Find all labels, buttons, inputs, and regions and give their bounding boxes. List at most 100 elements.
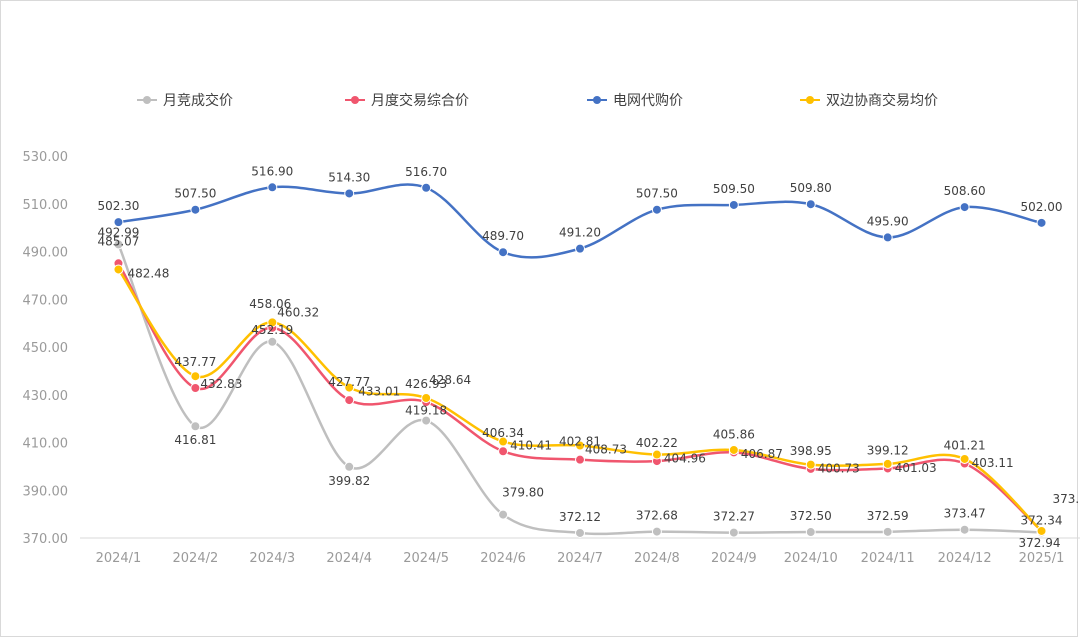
data-point-series-3 [959,202,970,213]
series-line-1 [117,243,1042,536]
data-point-series-3 [651,204,662,215]
data-label-series-2: 398.95 [790,444,832,458]
x-tick-label: 2025/1 [1019,551,1065,566]
legend-label-series-1: 月竞成交价 [163,93,233,109]
data-label-series-2: 427.77 [328,375,370,389]
data-point-series-1 [190,421,201,432]
legend-item-series-2[interactable]: 月度交易综合价 [345,88,469,112]
data-label-series-2: 406.34 [482,426,524,440]
data-label-series-4: 372.94 [1019,536,1061,550]
x-tick-label: 2024/6 [480,551,526,566]
x-tick-label: 2024/11 [861,551,915,566]
data-label-series-4: 400.73 [818,462,860,476]
data-point-series-1 [498,509,509,520]
data-label-series-4: 433.01 [358,385,400,399]
data-point-series-4 [421,392,432,403]
y-tick-label: 490.00 [23,246,69,261]
data-point-series-4 [651,449,662,460]
data-point-series-4 [805,459,816,470]
data-label-series-2: 401.21 [944,438,986,452]
data-label-series-4: 460.32 [277,305,319,319]
data-point-series-3 [190,204,201,215]
data-label-series-4: 410.41 [510,439,552,453]
legend-swatch-series-4 [800,94,820,106]
data-point-series-3 [421,182,432,193]
y-tick-label: 390.00 [23,484,69,499]
data-point-series-1 [882,526,893,537]
data-point-series-3 [805,199,816,210]
data-point-series-3 [728,199,739,210]
data-label-series-2: 405.86 [713,427,755,441]
data-label-series-2: 402.81 [559,435,601,449]
data-point-series-4 [344,382,355,393]
legend-item-series-3[interactable]: 电网代购价 [587,88,683,112]
data-point-series-4 [728,444,739,455]
legend-swatch-series-3 [587,94,607,106]
data-label-series-4: 406.87 [741,447,783,461]
data-label-series-4: 428.64 [429,373,471,387]
data-label-series-3: 489.70 [482,229,524,243]
x-tick-label: 2024/7 [557,551,603,566]
data-label-series-2: 458.06 [249,297,291,311]
data-label-series-3: 507.50 [174,187,216,201]
data-point-series-2 [575,454,585,465]
y-tick-label: 410.00 [23,437,69,452]
data-label-series-3: 516.90 [251,164,293,178]
data-label-series-1: 372.27 [713,510,755,524]
y-tick-label: 370.00 [23,532,69,547]
data-point-series-3 [113,217,124,228]
legend-swatch-series-2 [345,94,365,106]
data-point-series-2 [498,446,509,457]
data-label-series-3: 491.20 [559,226,601,240]
data-point-series-3 [344,188,355,199]
chart-legend: 月竞成交价 月度交易综合价 电网代购价 双边协商交易均价 [0,88,1080,112]
data-point-series-1 [344,461,355,472]
data-label-series-2: 373.01 [1053,492,1080,506]
data-label-series-1: 379.80 [502,486,544,500]
x-tick-label: 2024/4 [326,551,372,566]
data-label-series-4: 437.77 [174,355,216,369]
data-label-series-2: 426.93 [405,377,447,391]
legend-item-series-1[interactable]: 月竞成交价 [137,88,233,112]
y-tick-label: 530.00 [23,150,69,165]
legend-item-series-4[interactable]: 双边协商交易均价 [800,88,938,112]
data-label-series-1: 452.19 [251,323,293,337]
data-label-series-4: 401.03 [895,461,937,475]
data-label-series-4: 404.96 [664,452,706,466]
legend-swatch-series-1 [137,94,157,106]
data-point-series-4 [1036,525,1047,536]
data-label-series-1: 419.18 [405,404,447,418]
x-tick-label: 2024/1 [96,551,142,566]
data-label-series-3: 508.60 [944,184,986,198]
data-label-series-3: 514.30 [328,170,370,184]
data-point-series-4 [190,371,201,382]
data-label-series-2: 399.12 [867,443,909,457]
data-point-series-4 [498,436,509,447]
data-label-series-1: 373.47 [944,507,986,521]
y-tick-label: 430.00 [23,389,69,404]
y-tick-label: 470.00 [23,293,69,308]
data-point-series-1 [421,415,432,426]
data-label-series-4: 408.73 [585,443,627,457]
data-point-series-1 [728,527,739,538]
x-tick-label: 2024/8 [634,551,680,566]
data-point-series-1 [651,526,662,537]
data-point-series-3 [267,182,278,193]
data-point-series-2 [344,395,355,406]
data-point-series-4 [882,458,893,469]
data-point-series-3 [1036,217,1047,228]
data-point-series-4 [959,453,970,464]
data-label-series-3: 516.70 [405,165,447,179]
x-tick-label: 2024/10 [784,551,838,566]
data-point-series-1 [575,527,585,538]
legend-label-series-3: 电网代购价 [613,93,683,109]
data-label-series-1: 372.34 [1021,513,1063,527]
data-label-series-1: 372.68 [636,509,678,523]
data-label-series-1: 372.59 [867,509,909,523]
data-point-series-1 [113,239,124,250]
data-point-series-3 [498,247,509,258]
data-point-series-3 [575,243,585,254]
data-point-series-4 [267,317,278,328]
